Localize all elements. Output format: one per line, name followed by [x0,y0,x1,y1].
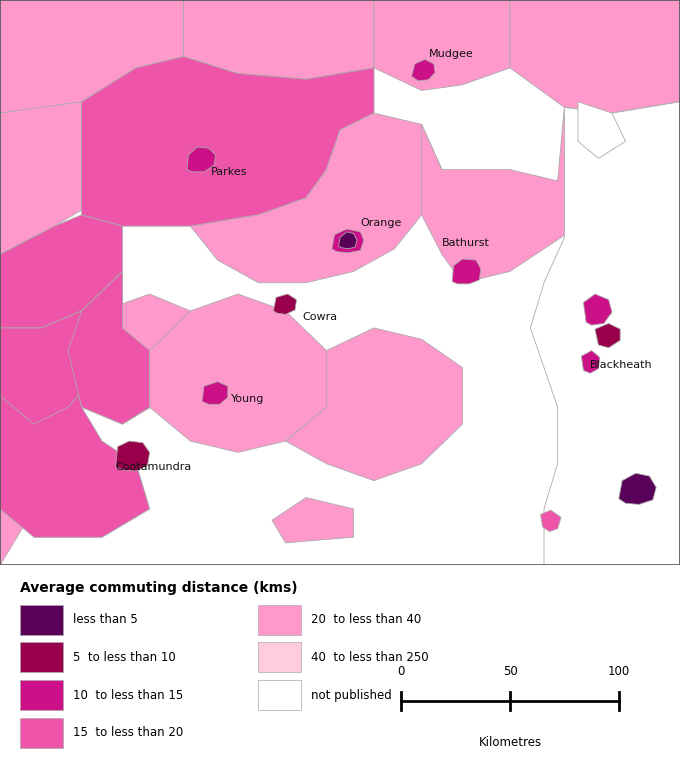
Text: Bathurst: Bathurst [442,238,490,248]
Polygon shape [0,339,150,537]
Polygon shape [0,0,184,113]
Polygon shape [116,441,150,471]
Polygon shape [0,215,122,328]
Polygon shape [411,59,435,81]
Text: Mudgee: Mudgee [428,49,473,58]
Polygon shape [184,0,374,79]
Text: 40  to less than 250: 40 to less than 250 [311,651,428,664]
Bar [20,642,63,672]
Polygon shape [581,351,600,373]
Polygon shape [68,272,150,424]
Polygon shape [595,323,620,348]
Polygon shape [578,102,626,159]
Polygon shape [273,294,296,314]
Polygon shape [510,0,680,113]
Polygon shape [82,57,374,226]
Text: not published: not published [311,688,392,701]
Bar [20,680,63,710]
Polygon shape [619,474,656,505]
Text: Blackheath: Blackheath [590,360,653,370]
Text: Average commuting distance (kms): Average commuting distance (kms) [20,581,298,595]
Polygon shape [530,102,680,565]
Polygon shape [0,226,82,396]
Text: Orange: Orange [360,219,402,228]
Polygon shape [339,231,357,249]
Text: Young: Young [231,394,265,404]
Bar [20,718,63,748]
Text: Cowra: Cowra [303,312,338,322]
Polygon shape [452,259,481,284]
Bar [20,605,63,635]
Text: 15  to less than 20: 15 to less than 20 [73,726,183,739]
Polygon shape [68,294,204,424]
Polygon shape [0,339,82,565]
Text: 5  to less than 10: 5 to less than 10 [73,651,175,664]
Polygon shape [332,229,364,253]
Polygon shape [422,102,680,283]
Polygon shape [374,0,510,90]
Text: 0: 0 [398,665,405,678]
Polygon shape [0,102,136,254]
Polygon shape [286,328,462,480]
Text: 20  to less than 40: 20 to less than 40 [311,613,421,626]
Bar [258,605,301,635]
Text: less than 5: less than 5 [73,613,137,626]
Polygon shape [583,294,612,325]
Text: 50: 50 [503,665,517,678]
Polygon shape [150,294,326,452]
Text: 100: 100 [608,665,630,678]
Polygon shape [190,113,442,283]
Text: Kilometres: Kilometres [479,735,541,749]
Polygon shape [187,147,216,172]
Text: 10  to less than 15: 10 to less than 15 [73,688,183,701]
Polygon shape [202,382,228,405]
Bar [258,642,301,672]
Text: Parkes: Parkes [211,168,248,178]
Polygon shape [34,452,150,537]
Polygon shape [541,510,561,531]
Polygon shape [0,272,122,424]
Polygon shape [272,498,354,543]
Text: Cootamundra: Cootamundra [116,461,192,471]
Bar [258,680,301,710]
